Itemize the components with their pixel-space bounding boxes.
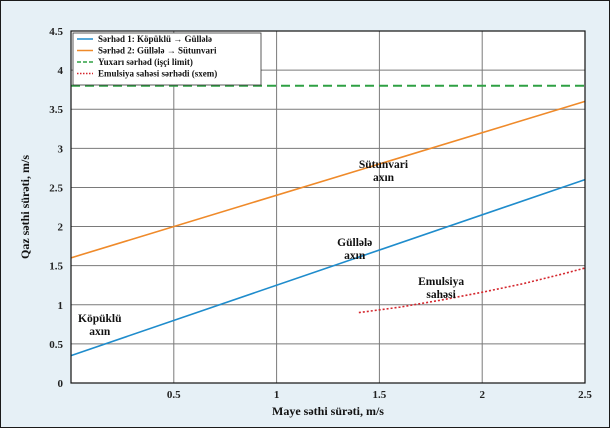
annotation-label: sahəsi xyxy=(426,289,456,301)
y-tick-label: 0 xyxy=(58,378,64,390)
plot-frame xyxy=(70,30,586,384)
y-axis-title: Qaz səthi sürəti, m/s xyxy=(18,155,32,259)
y-tick-label: 4 xyxy=(58,65,64,77)
y-tick-label: 2 xyxy=(58,222,64,234)
legend: Sərhəd 1: Köpüklü → Güllələ Sərhəd 2: Gül… xyxy=(72,32,262,86)
y-tick-label: 3.5 xyxy=(49,104,63,116)
y-tick-label: 4.5 xyxy=(49,26,63,38)
annotation-label: axın xyxy=(373,172,395,184)
series-line-2 xyxy=(70,100,586,259)
x-tick-label: 1 xyxy=(274,389,280,401)
legend-label: Emulsiya sahəsi sərhədi (sxem) xyxy=(98,69,217,79)
annotations: SütunvariaxınGüllələaxınEmulsiyasahəsiKö… xyxy=(78,159,464,338)
y-tick-label: 2.5 xyxy=(49,182,63,194)
annotation-label: Sütunvari xyxy=(359,159,409,171)
annotation-label: axın xyxy=(344,250,366,262)
series-line-4 xyxy=(358,267,586,314)
x-tick-label: 2 xyxy=(479,389,485,401)
legend-box xyxy=(72,32,262,86)
x-tick-label: 2.5 xyxy=(578,389,592,401)
plot-area xyxy=(71,31,585,383)
y-tick-label: 1.5 xyxy=(49,261,63,273)
x-axis-title: Maye səthi sürəti, m/s xyxy=(272,404,384,418)
y-tick-label: 1 xyxy=(58,300,64,312)
tick-labels: 0.5 1 1.5 2 2.5 0 0.5 1 1.5 2 2.5 3 3.5 4 4.5 xyxy=(49,26,592,401)
x-tick-label: 0.5 xyxy=(167,389,181,401)
annotation-label: Güllələ xyxy=(337,237,372,249)
y-tick-label: 3 xyxy=(58,143,64,155)
annotation-label: Köpüklü xyxy=(78,313,122,325)
legend-label: Sərhəd 1: Köpüklü → Güllələ xyxy=(98,34,212,44)
annotation-label: axın xyxy=(89,326,111,338)
series-layer xyxy=(70,84,586,357)
annotation-label: Emulsiya xyxy=(418,276,464,288)
series-line-1 xyxy=(70,178,586,357)
y-tick-label: 0.5 xyxy=(49,339,63,351)
legend-label: Yuxarı sərhəd (işçi limit) xyxy=(98,57,193,67)
x-tick-label: 1.5 xyxy=(373,389,387,401)
legend-label: Sərhəd 2: Güllələ → Sütunvari xyxy=(98,46,217,56)
